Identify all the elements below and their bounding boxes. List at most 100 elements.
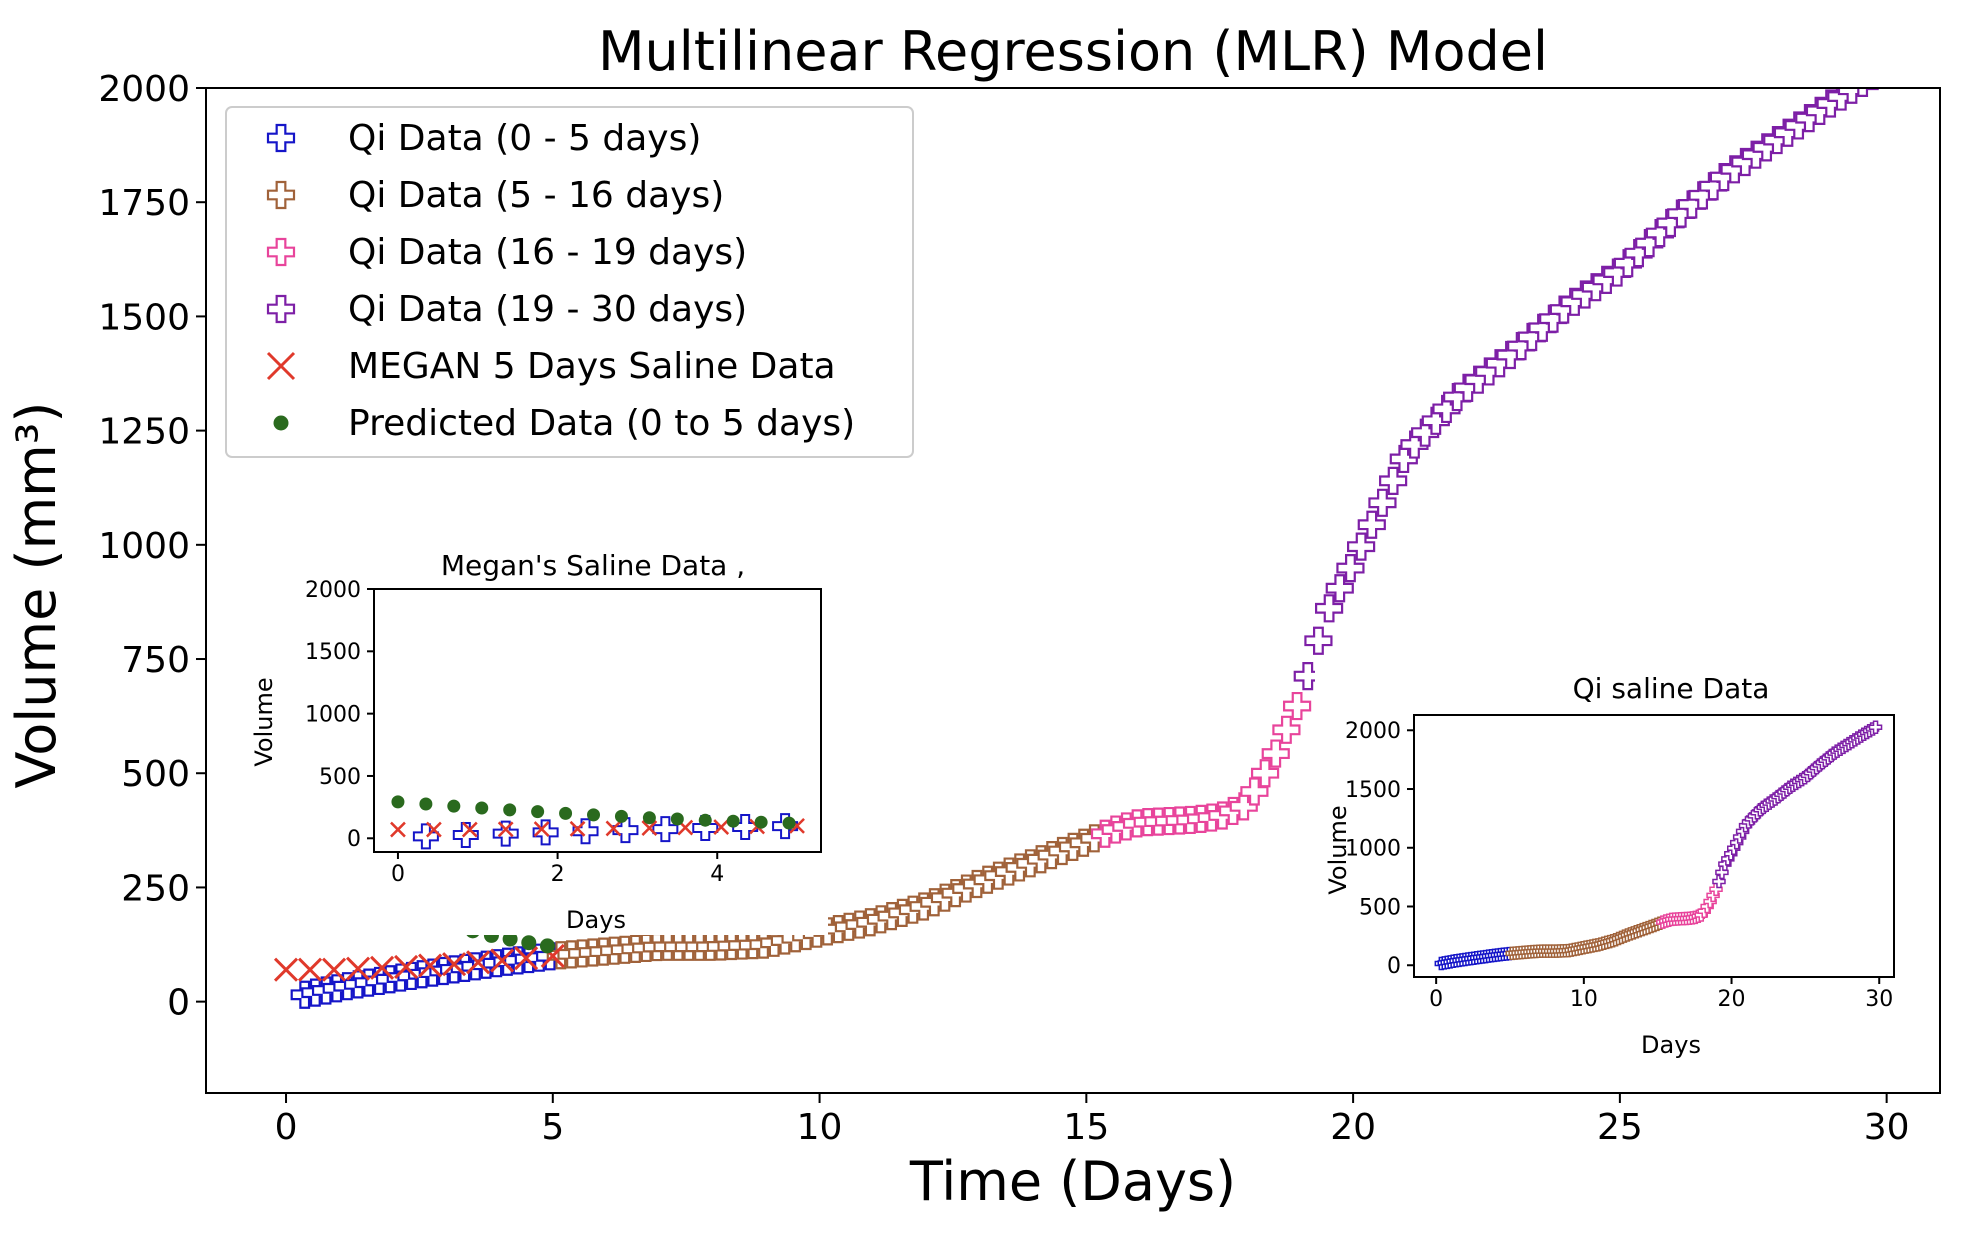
megan-point: [345, 956, 371, 981]
qi-point: [1240, 777, 1269, 806]
main-y-tick-label: 1000: [98, 526, 190, 567]
qi-point: [1400, 430, 1429, 459]
inset-left-megan-point: [533, 821, 550, 837]
legend-marker-megan: [266, 351, 296, 381]
legend-label-qi-0-5: Qi Data (0 - 5 days): [348, 118, 701, 159]
megan-point: [490, 948, 515, 973]
qi-point: [1867, 88, 1879, 91]
legend-marker-qi-0-5: [266, 123, 296, 153]
inset-left-predicted-point: [419, 797, 433, 811]
inset-left-predicted-point: [475, 801, 489, 815]
legend-label-qi-5-16: Qi Data (5 - 16 days): [348, 175, 724, 216]
qi-point: [1848, 88, 1877, 97]
qi-point: [1421, 406, 1450, 435]
inset-right-y-tick-label: 2000: [1345, 719, 1401, 744]
inset-left-megan-point: [569, 820, 586, 837]
main-y-tick-label: 500: [121, 754, 190, 795]
inset-left-qi-point: [492, 820, 519, 847]
inset-left-x-tick-label: 0: [391, 862, 405, 887]
inset-left-predicted-point: [698, 813, 712, 827]
main-x-tick-label: 20: [1330, 1107, 1376, 1148]
qi-point: [1250, 759, 1280, 788]
qi-point: [1357, 510, 1386, 539]
inset-left-y-tick-label: 2000: [305, 578, 361, 603]
predicted-point: [521, 935, 537, 951]
inset-right-qi-point: [1712, 874, 1726, 889]
inset-left-predicted-point: [587, 808, 601, 822]
main-y-tick-label: 1500: [98, 297, 190, 338]
inset-left-predicted-point: [559, 806, 573, 820]
megan-point: [297, 957, 323, 982]
qi-point: [1635, 228, 1664, 258]
qi-point: [1347, 532, 1376, 561]
megan-point: [442, 952, 467, 977]
inset-left-megan-point: [713, 819, 730, 835]
inset-left-qi-point: [612, 817, 639, 844]
inset-left-y-label: Volume: [250, 677, 278, 766]
main-y-tick-label: 250: [121, 868, 190, 909]
inset-right-background: [1315, 667, 1915, 1064]
inset-left-predicted-point: [503, 803, 517, 817]
inset-left-y-tick-label: 1500: [305, 640, 361, 665]
qi-point: [1272, 715, 1301, 744]
main-y-tick-label: 750: [121, 640, 190, 681]
inset-right-y-label: Volume: [1324, 805, 1352, 894]
megan-point: [370, 955, 395, 980]
inset-left-predicted-point: [726, 814, 740, 828]
qi-point: [1624, 239, 1653, 268]
inset-left-predicted-point: [642, 811, 656, 825]
inset-right-x-label: Days: [1641, 1031, 1701, 1059]
megan-point: [418, 953, 443, 978]
main-plot-area: 0 5 10 15 20 25 300250500750100012501500175020…: [98, 69, 1941, 1148]
inset-left-predicted-point: [614, 809, 628, 823]
main-x-tick-label: 30: [1864, 1107, 1910, 1148]
qi-point: [1368, 488, 1397, 517]
main-marks: [273, 88, 1879, 1009]
legend: Qi Data (0 - 5 days) Qi Data (5 - 16 day…: [225, 106, 914, 458]
inset-right-qi-point: [1868, 720, 1883, 734]
inset-left-x-tick-label: 4: [710, 862, 724, 887]
main-x-tick-label: 0: [275, 1107, 298, 1148]
inset-left-y-tick-label: 0: [347, 827, 361, 852]
inset-right: Qi saline Data Days Volume 0 10 20 30 0 500 10…: [1315, 667, 1915, 1064]
qi-point: [1315, 594, 1344, 623]
legend-marker-qi-5-16: [266, 180, 296, 210]
qi-point: [1613, 249, 1642, 278]
inset-left-predicted-point: [782, 816, 796, 830]
qi-point: [1336, 554, 1365, 583]
inset-right-title: Qi saline Data: [1573, 672, 1770, 705]
inset-right-marks: [1434, 720, 1883, 971]
main-x-tick-label: 10: [797, 1107, 843, 1148]
legend-label-predicted: Predicted Data (0 to 5 days): [348, 403, 855, 444]
qi-point: [1293, 662, 1322, 691]
megan-point: [466, 950, 491, 975]
legend-label-megan: MEGAN 5 Days Saline Data: [348, 346, 836, 387]
qi-point: [1379, 466, 1408, 495]
qi-point: [1229, 792, 1258, 821]
megan-point: [514, 946, 539, 971]
inset-left-megan-point: [497, 821, 514, 838]
inset-left-background: [228, 540, 828, 935]
legend-label-qi-16-19: Qi Data (16 - 19 days): [348, 232, 747, 273]
inset-left-megan-point: [461, 821, 478, 838]
main-x-tick-label: 25: [1597, 1107, 1643, 1148]
inset-right-x-tick-label: 0: [1429, 987, 1443, 1012]
main-y-tick-label: 0: [167, 983, 190, 1024]
inset-right-x-tick-label: 30: [1865, 987, 1893, 1012]
inset-left-predicted-point: [531, 805, 545, 819]
main-y-tick-label: 1750: [98, 183, 190, 224]
inset-left-predicted-point: [447, 799, 461, 813]
qi-point: [1389, 444, 1418, 474]
inset-right-y-tick-label: 500: [1359, 895, 1401, 920]
qi-point: [1261, 739, 1290, 768]
inset-right-y-tick-label: 1500: [1345, 778, 1401, 803]
legend-marker-predicted: [273, 415, 289, 431]
inset-left-megan-point: [390, 821, 406, 838]
inset-left-megan-point: [641, 820, 658, 836]
inset-right-x-tick-label: 20: [1718, 987, 1746, 1012]
legend-box: [225, 106, 914, 458]
qi-point: [1325, 574, 1354, 603]
main-y-label: Volume (mm³): [5, 402, 68, 789]
megan-point: [321, 957, 347, 982]
